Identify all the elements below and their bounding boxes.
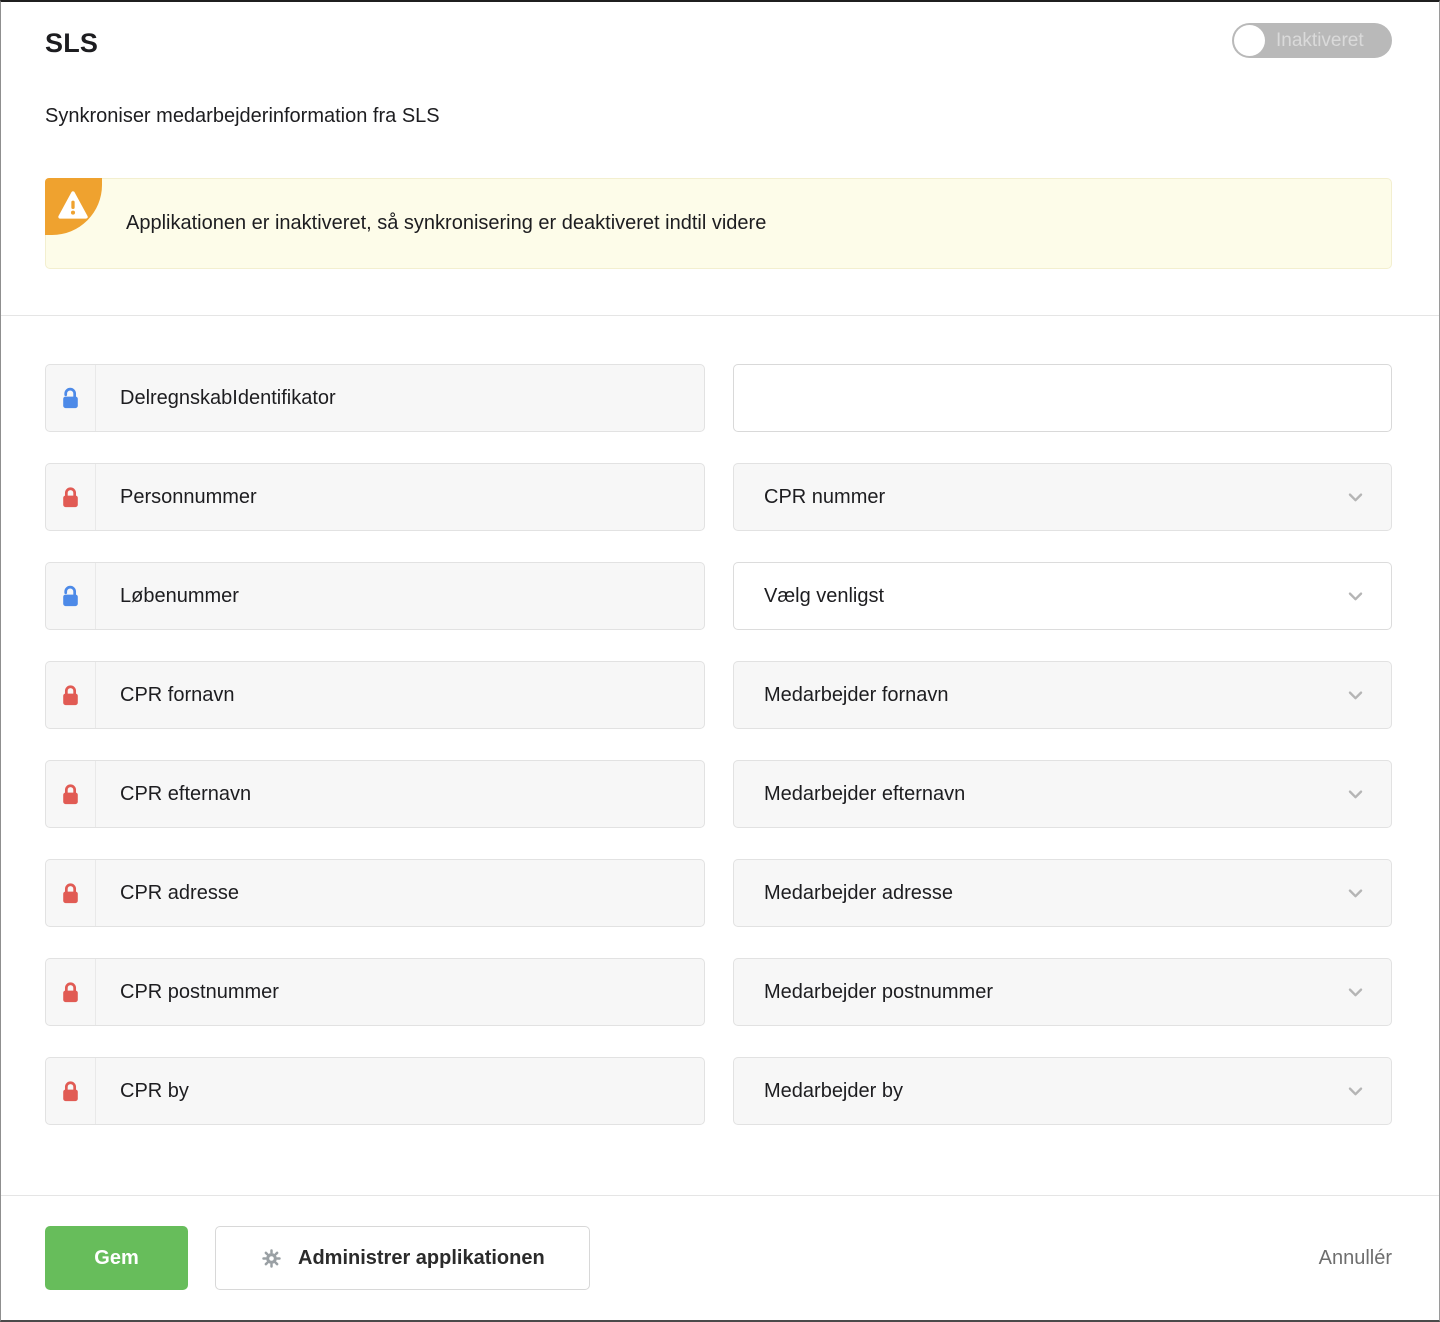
lock-cell xyxy=(46,563,96,629)
source-field-label: CPR by xyxy=(120,1079,189,1102)
lock-icon xyxy=(63,783,78,804)
source-field-label: CPR fornavn xyxy=(120,683,235,706)
lock-cell xyxy=(46,1058,96,1124)
target-cell: Medarbejder by xyxy=(733,1057,1392,1125)
lock-cell xyxy=(46,365,96,431)
mapping-row: CPR postnummer Medarbejder postnummer xyxy=(45,958,1392,1026)
chevron-down-icon xyxy=(1348,790,1363,799)
lock-cell xyxy=(46,761,96,827)
mapping-row: CPR fornavn Medarbejder fornavn xyxy=(45,661,1392,729)
lock-icon xyxy=(63,684,78,705)
manage-app-button[interactable]: Administrer applikationen xyxy=(215,1226,590,1290)
footer: Gem Administrer applikationen Annullér xyxy=(1,1195,1439,1320)
lock-cell xyxy=(46,464,96,530)
source-field: CPR fornavn xyxy=(45,661,705,729)
target-select-value: Medarbejder postnummer xyxy=(764,980,993,1003)
source-field-label: CPR efternavn xyxy=(120,782,252,805)
mapping-row: CPR by Medarbejder by xyxy=(45,1057,1392,1125)
lock-icon xyxy=(63,981,78,1002)
lock-icon xyxy=(63,882,78,903)
source-field: CPR adresse xyxy=(45,859,705,927)
target-select-value: Medarbejder efternavn xyxy=(764,782,966,805)
chevron-down-icon xyxy=(1348,493,1363,502)
mapping-row: CPR adresse Medarbejder adresse xyxy=(45,859,1392,927)
mapping-row: CPR efternavn Medarbejder efternavn xyxy=(45,760,1392,828)
source-field: Løbenummer xyxy=(45,562,705,630)
target-cell: Vælg venligst xyxy=(733,562,1392,630)
header: SLS Inaktiveret Synkroniser medarbejderi… xyxy=(45,2,1392,128)
source-field: DelregnskabIdentifikator xyxy=(45,364,705,432)
toggle-label: Inaktiveret xyxy=(1276,30,1364,51)
source-field-label: DelregnskabIdentifikator xyxy=(120,386,336,409)
lock-cell xyxy=(46,860,96,926)
target-cell: Medarbejder postnummer xyxy=(733,958,1392,1026)
lock-icon xyxy=(63,486,78,507)
lock-cell xyxy=(46,959,96,1025)
source-field-label: CPR postnummer xyxy=(120,980,279,1003)
chevron-down-icon xyxy=(1348,592,1363,601)
warning-badge xyxy=(45,178,102,235)
save-button[interactable]: Gem xyxy=(45,1226,188,1290)
unlock-icon xyxy=(63,387,78,408)
target-select[interactable]: Medarbejder fornavn xyxy=(733,661,1392,729)
source-field: CPR by xyxy=(45,1057,705,1125)
chevron-down-icon xyxy=(1348,1087,1363,1096)
target-cell: Medarbejder efternavn xyxy=(733,760,1392,828)
source-field-label: CPR adresse xyxy=(120,881,239,904)
source-field-label: Personnummer xyxy=(120,485,257,508)
chevron-down-icon xyxy=(1348,691,1363,700)
source-field-label: Løbenummer xyxy=(120,584,239,607)
page-title: SLS xyxy=(45,28,99,58)
target-select-value: Medarbejder adresse xyxy=(764,881,953,904)
mapping-row: Løbenummer Vælg venligst xyxy=(45,562,1392,630)
source-field: CPR efternavn xyxy=(45,760,705,828)
target-cell: Medarbejder fornavn xyxy=(733,661,1392,729)
target-select-value: Medarbejder by xyxy=(764,1079,903,1102)
warning-triangle-icon xyxy=(58,191,88,219)
target-select-value: CPR nummer xyxy=(764,485,886,508)
target-select[interactable]: Medarbejder by xyxy=(733,1057,1392,1125)
mapping-grid: DelregnskabIdentifikator Personnummer xyxy=(45,364,1392,1125)
target-select[interactable]: Medarbejder postnummer xyxy=(733,958,1392,1026)
target-select[interactable]: Vælg venligst xyxy=(733,562,1392,630)
toggle-knob xyxy=(1234,25,1265,56)
status-toggle[interactable]: Inaktiveret xyxy=(1232,23,1392,58)
target-select-value: Vælg venligst xyxy=(764,584,885,607)
target-cell xyxy=(733,364,1392,432)
target-select[interactable]: CPR nummer xyxy=(733,463,1392,531)
warning-banner: Applikationen er inaktiveret, så synkron… xyxy=(45,178,1392,269)
target-cell: CPR nummer xyxy=(733,463,1392,531)
mapping-row: Personnummer CPR nummer xyxy=(45,463,1392,531)
page-subtitle: Synkroniser medarbejderinformation fra S… xyxy=(45,105,440,127)
target-select-value: Medarbejder fornavn xyxy=(764,683,949,706)
lock-icon xyxy=(63,1080,78,1101)
gear-icon xyxy=(262,1248,281,1268)
section-divider xyxy=(1,315,1439,316)
lock-cell xyxy=(46,662,96,728)
target-select[interactable]: Medarbejder adresse xyxy=(733,859,1392,927)
manage-app-label: Administrer applikationen xyxy=(298,1246,545,1269)
target-select[interactable]: Medarbejder efternavn xyxy=(733,760,1392,828)
warning-text: Applikationen er inaktiveret, så synkron… xyxy=(126,212,767,234)
target-input[interactable] xyxy=(733,364,1392,432)
chevron-down-icon xyxy=(1348,889,1363,898)
unlock-icon xyxy=(63,585,78,606)
mapping-row: DelregnskabIdentifikator xyxy=(45,364,1392,432)
source-field: CPR postnummer xyxy=(45,958,705,1026)
target-cell: Medarbejder adresse xyxy=(733,859,1392,927)
source-field: Personnummer xyxy=(45,463,705,531)
cancel-button[interactable]: Annullér xyxy=(1318,1246,1392,1269)
chevron-down-icon xyxy=(1348,988,1363,997)
